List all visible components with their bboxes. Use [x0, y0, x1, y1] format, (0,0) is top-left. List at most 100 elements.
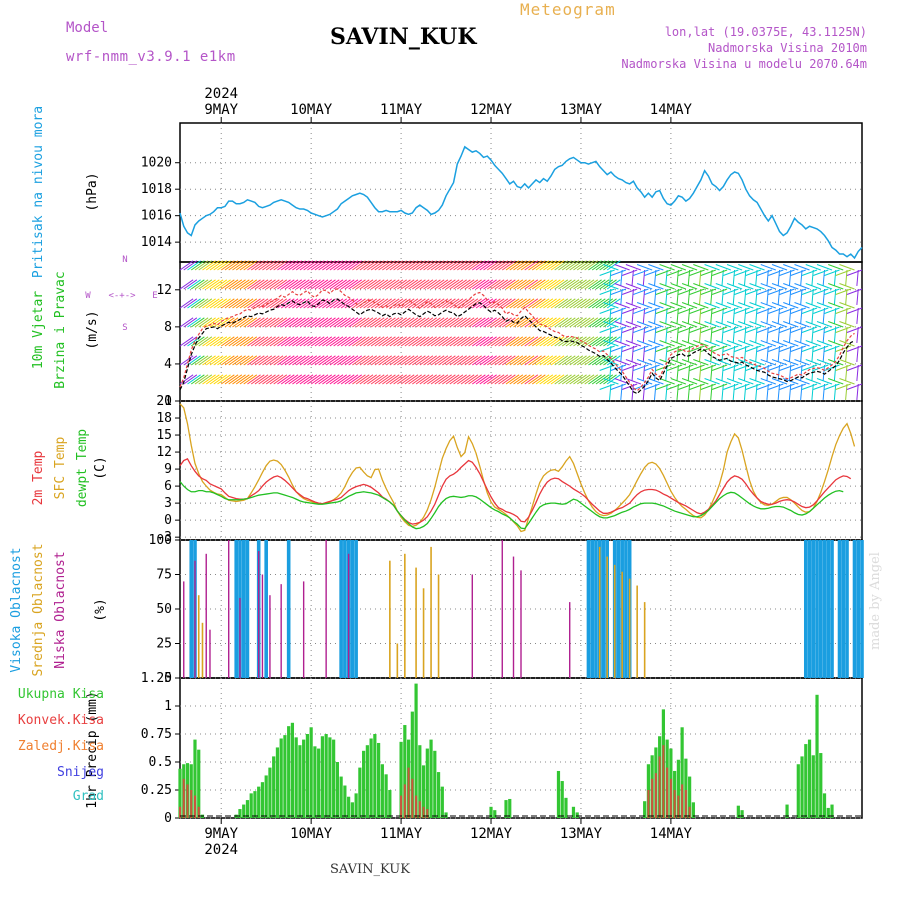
wind-barb — [209, 260, 224, 271]
wind-barb — [179, 298, 194, 309]
total-precip-bar — [380, 764, 384, 818]
wind-barb — [614, 321, 630, 328]
wind-barb — [513, 317, 527, 328]
wind-barb — [711, 345, 728, 352]
wind-barb — [822, 269, 826, 286]
wind-barb — [509, 374, 524, 385]
wind-barb — [483, 336, 497, 347]
wind-barb — [333, 355, 348, 366]
wind-barb — [779, 326, 795, 333]
wind-barb — [654, 326, 657, 343]
mid-cloud-bar — [621, 571, 623, 678]
total-precip-bar — [305, 734, 310, 818]
wind-barb — [828, 283, 844, 290]
convective-precip-bar — [422, 806, 425, 818]
wind-barb — [363, 317, 378, 328]
wind-barb — [471, 260, 486, 271]
wind-barb — [494, 355, 509, 366]
wind-barb — [633, 326, 649, 333]
wind-barb — [631, 269, 634, 286]
wind-barb — [665, 307, 668, 324]
wind-barb — [400, 260, 415, 271]
wind-barb — [756, 383, 773, 390]
wind-barb — [400, 317, 415, 328]
wind-barb — [535, 374, 550, 385]
wind-barb — [501, 279, 516, 290]
wind-barb — [670, 340, 687, 347]
wind-barb — [277, 279, 291, 290]
wind-barb — [554, 374, 569, 385]
total-precip-bar — [740, 810, 744, 818]
wind-barb — [202, 298, 216, 309]
wind-barb — [558, 298, 572, 309]
wind-barb — [783, 359, 799, 366]
wind-barb — [198, 374, 213, 385]
wind-barb — [243, 260, 258, 271]
precip-legend-4: Grad — [73, 789, 104, 804]
wind-barb — [756, 307, 773, 314]
wind-barb — [710, 383, 713, 400]
total-precip-bar — [444, 812, 448, 818]
wind-barb — [710, 269, 713, 286]
total-precip-bar — [335, 762, 339, 818]
wind-barb — [303, 355, 318, 366]
wind-barb — [232, 336, 246, 347]
wind-barb — [846, 288, 863, 295]
wind-barb — [659, 283, 675, 290]
wind-barb — [689, 288, 705, 295]
wind-barb — [561, 374, 576, 385]
wind-barb — [779, 345, 795, 352]
wind-barb — [389, 355, 404, 366]
wind-barb — [393, 336, 407, 347]
wind-barb — [801, 345, 818, 352]
wind-barb — [187, 298, 201, 309]
wind-barb — [681, 359, 698, 366]
wind-barb — [501, 374, 516, 385]
wind-barb — [348, 336, 363, 347]
wind-barb — [179, 355, 194, 366]
wind-barb — [715, 359, 732, 366]
wind-barb — [606, 336, 621, 347]
wind-barb — [811, 269, 814, 286]
wind-barb — [205, 260, 220, 271]
total-precip-bar — [328, 737, 332, 818]
wind-gust-line — [179, 288, 855, 392]
bottom-day-label: 14MAY — [650, 826, 693, 842]
total-precip-bar — [245, 800, 250, 818]
y-tick-label: 25 — [156, 637, 172, 652]
wind-barb — [509, 336, 524, 347]
wind-barb — [190, 355, 205, 366]
wind-barb — [783, 321, 799, 328]
wind-barb — [382, 279, 396, 290]
wind-barb — [322, 317, 336, 328]
wind-barb — [580, 355, 595, 366]
mid-cloud-bar — [396, 643, 399, 678]
wind-barb — [636, 283, 653, 290]
wind-barb — [816, 340, 833, 347]
wind-barb — [397, 374, 411, 385]
wind-barb — [833, 288, 837, 305]
wind-barb — [800, 383, 803, 400]
wind-barb — [606, 279, 621, 290]
wind-barb — [576, 317, 591, 328]
total-precip-bar — [197, 749, 201, 818]
wind-barb — [633, 269, 649, 276]
low-cloud-ylabel: Niska Oblacnost — [53, 551, 68, 668]
wind-barb — [280, 317, 295, 328]
wind-barb — [816, 283, 833, 290]
wind-barb — [430, 279, 445, 290]
wind-barb — [370, 374, 385, 385]
wind-barb — [415, 374, 430, 385]
high-cloud-ylabel: Visoka Oblacnost — [9, 547, 24, 672]
convective-precip-bar — [662, 745, 665, 818]
wind-barb — [610, 383, 627, 390]
wind-barb — [710, 288, 713, 305]
wind-barb — [509, 298, 524, 309]
wind-barb — [846, 364, 863, 371]
wind-barb — [464, 374, 479, 385]
wind-barb — [262, 317, 276, 328]
wind-barb — [846, 269, 863, 276]
wind-barb — [621, 288, 638, 295]
wind-barb — [531, 260, 546, 271]
wind-barb — [689, 326, 705, 333]
